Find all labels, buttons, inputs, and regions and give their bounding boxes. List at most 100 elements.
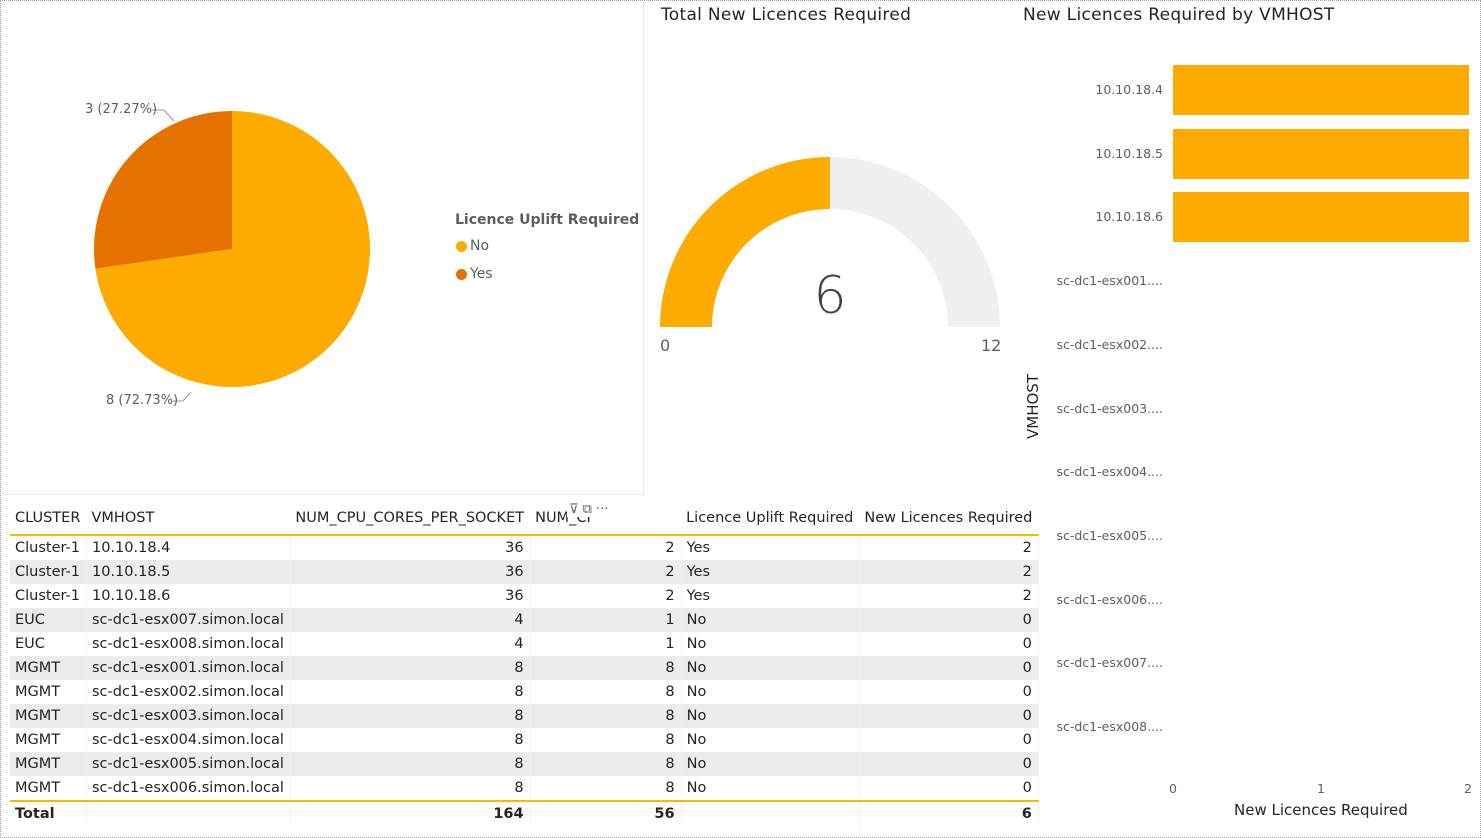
col-header-cores[interactable]: NUM_CPU_CORES_PER_SOCKET [290, 502, 531, 536]
cell-sockets: 8 [530, 656, 682, 680]
cell-vmhost: sc-dc1-esx003.simon.local [86, 704, 291, 728]
gauge-chart[interactable] [655, 150, 1005, 335]
table-row[interactable]: MGMT sc-dc1-esx006.simon.local 8 8 No 0 [10, 776, 1039, 801]
bar-category-label: sc-dc1-esx006.... [1056, 591, 1163, 607]
cell-uplift: Yes [681, 560, 860, 584]
gauge-value: 6 [813, 266, 847, 326]
legend-dot-yes-icon [456, 268, 467, 280]
pie-slice-no[interactable] [95, 111, 371, 387]
cell-new: 0 [859, 752, 1039, 776]
pie-chart-visual[interactable] [2, 2, 644, 495]
cell-cores: 8 [290, 728, 531, 752]
col-header-cluster[interactable]: CLUSTER [10, 502, 87, 536]
cell-cluster: Cluster-1 [10, 560, 87, 584]
cell-vmhost: 10.10.18.5 [86, 560, 291, 584]
table-row[interactable]: MGMT sc-dc1-esx001.simon.local 8 8 No 0 [10, 656, 1039, 680]
pie-label-yes: 3 (27.27%) [85, 102, 158, 117]
table-row[interactable]: MGMT sc-dc1-esx004.simon.local 8 8 No 0 [10, 728, 1039, 752]
col-header-uplift[interactable]: Licence Uplift Required [681, 502, 860, 536]
total-new: 6 [859, 800, 1039, 826]
col-header-vmhost[interactable]: VMHOST [86, 502, 291, 536]
cell-sockets: 8 [530, 752, 682, 776]
bar-category-label: 10.10.18.6 [1095, 209, 1163, 225]
cell-new: 0 [859, 704, 1039, 728]
legend-item-yes[interactable]: Yes [456, 266, 493, 282]
data-table[interactable]: CLUSTER VMHOST NUM_CPU_CORES_PER_SOCKET … [10, 502, 1039, 826]
table-row[interactable]: EUC sc-dc1-esx008.simon.local 4 1 No 0 [10, 632, 1039, 656]
cell-cores: 36 [290, 584, 531, 608]
cell-cluster: Cluster-1 [10, 535, 87, 560]
cell-cluster: EUC [10, 608, 87, 632]
cell-cores: 8 [290, 776, 531, 801]
cell-sockets: 1 [530, 608, 682, 632]
cell-new: 0 [859, 608, 1039, 632]
cell-vmhost: sc-dc1-esx002.simon.local [86, 680, 291, 704]
bar-category-label: sc-dc1-esx007.... [1056, 655, 1163, 671]
cell-cores: 36 [290, 560, 531, 584]
cell-vmhost: sc-dc1-esx007.simon.local [86, 608, 291, 632]
table-total-row: Total 164 56 6 [10, 800, 1039, 826]
cell-vmhost: 10.10.18.6 [86, 584, 291, 608]
visual-header-icons[interactable]: ⊽ ⧉ ··· [567, 502, 611, 517]
cell-cluster: MGMT [10, 680, 87, 704]
cell-vmhost: sc-dc1-esx006.simon.local [86, 776, 291, 801]
legend-label-yes: Yes [470, 266, 493, 282]
table-row[interactable]: Cluster-1 10.10.18.6 36 2 Yes 2 [10, 584, 1039, 608]
cell-sockets: 8 [530, 728, 682, 752]
legend-item-no[interactable]: No [456, 238, 489, 254]
col-header-new[interactable]: New Licences Required [859, 502, 1039, 536]
bar-category-label: sc-dc1-esx001.... [1056, 273, 1163, 289]
bar-category-label: sc-dc1-esx002.... [1056, 336, 1163, 352]
bar-chart-ylabel: VMHOST [1024, 374, 1042, 439]
col-header-sockets[interactable]: NUM_CI [530, 502, 682, 536]
table-row[interactable]: Cluster-1 10.10.18.5 36 2 Yes 2 [10, 560, 1039, 584]
cell-cores: 4 [290, 632, 531, 656]
bar-chart-title: New Licences Required by VMHOST [1023, 5, 1335, 25]
total-cores: 164 [290, 800, 531, 826]
cell-sockets: 2 [530, 560, 682, 584]
cell-cluster: MGMT [10, 704, 87, 728]
bar-0[interactable] [1173, 65, 1469, 115]
cell-vmhost: sc-dc1-esx008.simon.local [86, 632, 291, 656]
gauge-fill [660, 157, 830, 327]
cell-cores: 36 [290, 535, 531, 560]
pie-leader-yes [152, 109, 175, 122]
bar-category-label: sc-dc1-esx003.... [1056, 400, 1163, 416]
table-row[interactable]: MGMT sc-dc1-esx005.simon.local 8 8 No 0 [10, 752, 1039, 776]
cell-cores: 8 [290, 704, 531, 728]
cell-sockets: 8 [530, 680, 682, 704]
cell-cluster: MGMT [10, 752, 87, 776]
bar-category-label: sc-dc1-esx005.... [1056, 527, 1163, 543]
cell-vmhost: sc-dc1-esx004.simon.local [86, 728, 291, 752]
cell-sockets: 1 [530, 632, 682, 656]
cell-cluster: MGMT [10, 776, 87, 801]
bar-1[interactable] [1173, 128, 1469, 179]
cell-sockets: 2 [530, 584, 682, 608]
table-row[interactable]: MGMT sc-dc1-esx002.simon.local 8 8 No 0 [10, 680, 1039, 704]
cell-uplift: No [681, 680, 860, 704]
cell-new: 2 [859, 584, 1039, 608]
x-tick-0: 0 [1169, 781, 1177, 796]
cell-uplift: Yes [681, 535, 860, 560]
total-uplift [681, 800, 860, 826]
legend-dot-no-icon [456, 240, 467, 252]
table-row[interactable]: EUC sc-dc1-esx007.simon.local 4 1 No 0 [10, 608, 1039, 632]
cell-sockets: 8 [530, 704, 682, 728]
table-row[interactable]: MGMT sc-dc1-esx003.simon.local 8 8 No 0 [10, 704, 1039, 728]
pie-chart[interactable] [0, 0, 645, 495]
pie-leader-no [173, 391, 192, 402]
table-row[interactable]: Cluster-1 10.10.18.4 36 2 Yes 2 [10, 535, 1039, 560]
cell-new: 0 [859, 728, 1039, 752]
cell-new: 0 [859, 776, 1039, 801]
cell-new: 0 [859, 632, 1039, 656]
cell-vmhost: sc-dc1-esx001.simon.local [86, 656, 291, 680]
x-tick-2: 2 [1464, 781, 1472, 796]
table-header-row: CLUSTER VMHOST NUM_CPU_CORES_PER_SOCKET … [10, 502, 1039, 536]
cell-uplift: No [681, 656, 860, 680]
cell-uplift: No [681, 776, 860, 801]
pie-slice-yes[interactable] [93, 111, 232, 269]
bar-2[interactable] [1173, 192, 1469, 243]
bar-chart-xlabel: New Licences Required [1234, 801, 1408, 819]
bar-category-label: sc-dc1-esx004.... [1056, 464, 1163, 480]
total-sockets: 56 [530, 800, 682, 826]
